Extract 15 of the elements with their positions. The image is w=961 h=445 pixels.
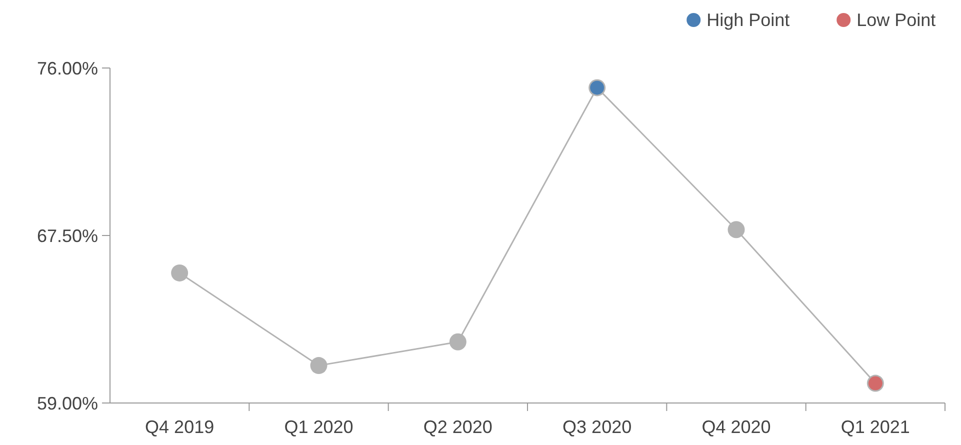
point [171, 264, 188, 282]
point [310, 357, 328, 374]
x-tick-label: Q2 2020 [423, 417, 492, 437]
point [449, 333, 466, 350]
x-tick-label: Q1 2021 [840, 417, 910, 437]
legend-label: Low Point [856, 10, 936, 30]
y-tick-label: 67.50% [36, 226, 98, 246]
y-tick-label: 59.00% [36, 393, 98, 414]
x-tick-label: Q1 2020 [284, 417, 354, 437]
x-tick-label: Q4 2019 [145, 417, 214, 437]
x-tick-label: Q3 2020 [562, 417, 632, 437]
y-tick-label: 76.00% [36, 58, 98, 78]
x-tick-label: Q4 2020 [702, 417, 771, 437]
legend-label: High Point [706, 10, 790, 30]
point [728, 221, 745, 238]
